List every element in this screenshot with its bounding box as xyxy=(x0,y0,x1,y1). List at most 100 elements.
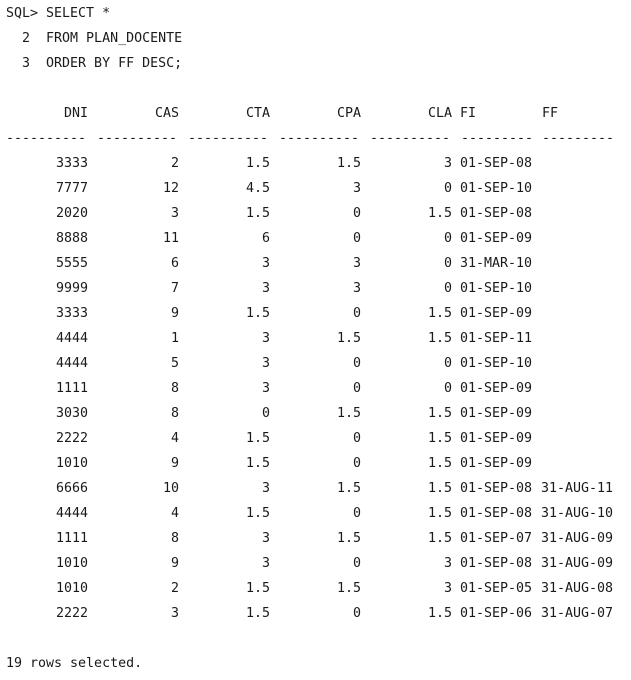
cell-fi: 01-SEP-10 xyxy=(460,281,533,296)
cell-cpa: 1.5 xyxy=(336,156,361,171)
cell-fi: 01-SEP-08 xyxy=(460,206,533,221)
cell-cta: 1.5 xyxy=(245,206,270,221)
cell-fi: 01-SEP-05 xyxy=(460,581,533,596)
cell-cla: 0 xyxy=(443,181,452,196)
cell-cpa: 0 xyxy=(352,431,361,446)
cell-cas: 10 xyxy=(162,481,179,496)
cell-dni: 5555 xyxy=(55,256,88,271)
cell-cas: 2 xyxy=(170,581,179,596)
column-header-dni: DNI xyxy=(63,106,88,121)
column-separator: ---------- xyxy=(97,131,178,146)
cell-cta: 3 xyxy=(261,381,270,396)
cell-fi: 01-SEP-09 xyxy=(460,306,533,321)
cell-cas: 8 xyxy=(170,531,179,546)
cell-dni: 6666 xyxy=(55,481,88,496)
cell-fi: 01-SEP-07 xyxy=(460,531,533,546)
cell-cpa: 1.5 xyxy=(336,531,361,546)
cell-cla: 0 xyxy=(443,256,452,271)
cell-fi: 31-MAR-10 xyxy=(460,256,533,271)
cell-fi: 01-SEP-09 xyxy=(460,456,533,471)
cell-cpa: 3 xyxy=(352,256,361,271)
column-header-cla: CLA xyxy=(427,106,452,121)
cell-cla: 3 xyxy=(443,581,452,596)
cell-cla: 1.5 xyxy=(427,456,452,471)
cell-cla: 0 xyxy=(443,231,452,246)
cell-cpa: 0 xyxy=(352,506,361,521)
cell-cta: 3 xyxy=(261,281,270,296)
cell-cta: 1.5 xyxy=(245,606,270,621)
cell-cla: 1.5 xyxy=(427,206,452,221)
cell-cpa: 0 xyxy=(352,206,361,221)
cell-cpa: 0 xyxy=(352,606,361,621)
cell-cta: 1.5 xyxy=(245,156,270,171)
cell-cas: 3 xyxy=(170,206,179,221)
cell-cpa: 1.5 xyxy=(336,481,361,496)
column-separator: --------- xyxy=(461,131,534,146)
cell-fi: 01-SEP-10 xyxy=(460,181,533,196)
cell-cas: 1 xyxy=(170,331,179,346)
cell-cta: 3 xyxy=(261,556,270,571)
cell-ff: 31-AUG-09 xyxy=(541,531,614,546)
cell-cla: 1.5 xyxy=(427,606,452,621)
cell-ff: 31-AUG-07 xyxy=(541,606,614,621)
cell-cpa: 0 xyxy=(352,556,361,571)
cell-dni: 4444 xyxy=(55,506,88,521)
cell-fi: 01-SEP-11 xyxy=(460,331,533,346)
cell-dni: 1111 xyxy=(55,381,88,396)
cell-dni: 9999 xyxy=(55,281,88,296)
cell-cas: 12 xyxy=(162,181,179,196)
cell-dni: 2222 xyxy=(55,606,88,621)
cell-cas: 9 xyxy=(170,556,179,571)
cell-dni: 1010 xyxy=(55,581,88,596)
cell-fi: 01-SEP-08 xyxy=(460,481,533,496)
cell-cta: 1.5 xyxy=(245,506,270,521)
cell-cas: 7 xyxy=(170,281,179,296)
cell-cta: 1.5 xyxy=(245,456,270,471)
cell-cta: 6 xyxy=(261,231,270,246)
cell-fi: 01-SEP-09 xyxy=(460,431,533,446)
cell-dni: 4444 xyxy=(55,356,88,371)
cell-dni: 1010 xyxy=(55,556,88,571)
cell-fi: 01-SEP-08 xyxy=(460,156,533,171)
column-separator: ---------- xyxy=(6,131,87,146)
cell-cta: 3 xyxy=(261,256,270,271)
cell-cas: 6 xyxy=(170,256,179,271)
cell-cas: 5 xyxy=(170,356,179,371)
column-header-cta: CTA xyxy=(245,106,270,121)
cell-cla: 1.5 xyxy=(427,431,452,446)
cell-cta: 4.5 xyxy=(245,181,270,196)
cell-cla: 0 xyxy=(443,281,452,296)
cell-cla: 0 xyxy=(443,356,452,371)
cell-ff: 31-AUG-09 xyxy=(541,556,614,571)
cell-cta: 3 xyxy=(261,481,270,496)
cell-cpa: 3 xyxy=(352,281,361,296)
cell-ff: 31-AUG-11 xyxy=(541,481,614,496)
cell-cas: 4 xyxy=(170,431,179,446)
cell-ff: 31-AUG-10 xyxy=(541,506,614,521)
cell-dni: 7777 xyxy=(55,181,88,196)
query-line-2: 2 FROM PLAN_DOCENTE xyxy=(6,31,183,46)
cell-fi: 01-SEP-09 xyxy=(460,231,533,246)
cell-fi: 01-SEP-08 xyxy=(460,556,533,571)
cell-cla: 1.5 xyxy=(427,331,452,346)
column-header-fi: FI xyxy=(460,106,477,121)
cell-fi: 01-SEP-09 xyxy=(460,406,533,421)
cell-cla: 3 xyxy=(443,556,452,571)
column-header-ff: FF xyxy=(542,106,559,121)
column-separator: ---------- xyxy=(188,131,269,146)
cell-cla: 1.5 xyxy=(427,481,452,496)
cell-cas: 9 xyxy=(170,456,179,471)
cell-dni: 1010 xyxy=(55,456,88,471)
query-line-1: SQL> SELECT * xyxy=(6,6,111,21)
column-separator: ---------- xyxy=(279,131,360,146)
column-separator: ---------- xyxy=(370,131,451,146)
cell-ff: 31-AUG-08 xyxy=(541,581,614,596)
cell-cta: 1.5 xyxy=(245,581,270,596)
cell-dni: 2020 xyxy=(55,206,88,221)
column-header-cas: CAS xyxy=(154,106,179,121)
cell-cpa: 1.5 xyxy=(336,331,361,346)
cell-cas: 11 xyxy=(162,231,179,246)
column-header-cpa: CPA xyxy=(336,106,361,121)
cell-cpa: 0 xyxy=(352,381,361,396)
cell-cla: 1.5 xyxy=(427,406,452,421)
